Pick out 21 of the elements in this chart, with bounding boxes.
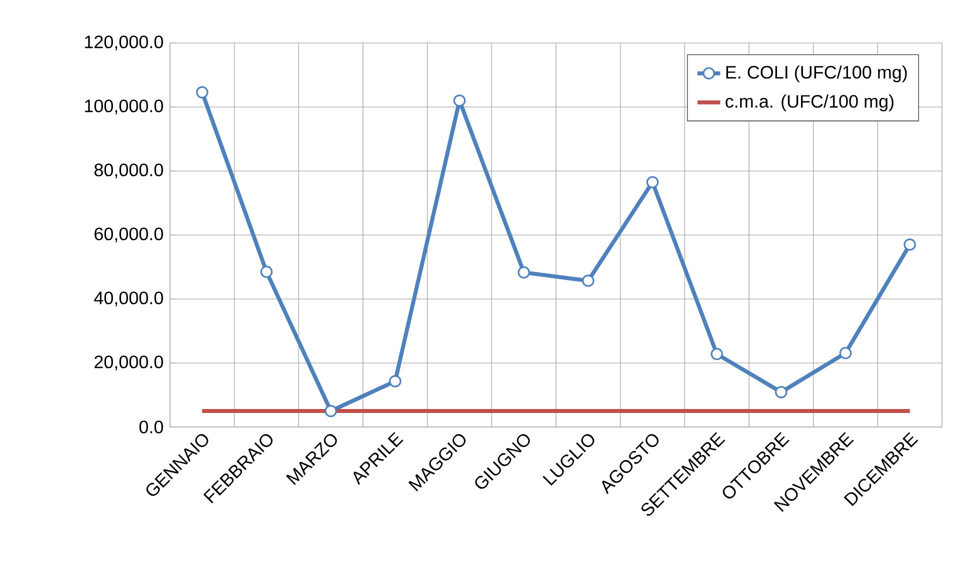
y-tick-label: 20,000.0 <box>94 356 164 370</box>
y-tick-label: 100,000.0 <box>85 100 164 114</box>
point <box>389 375 402 388</box>
point <box>775 386 788 398</box>
point <box>518 266 530 279</box>
y-tick-label: 60,000.0 <box>94 228 164 242</box>
y-tick-label: 40,000.0 <box>94 292 164 306</box>
legend-label: E. COLI (UFC/100 mg) <box>726 65 907 82</box>
legend-label: c.m.a. (UFC/100 mg) <box>726 94 894 112</box>
point <box>710 348 723 360</box>
point <box>904 238 916 251</box>
y-tick-label: 80,000.0 <box>94 164 164 178</box>
point <box>646 176 659 188</box>
point <box>324 404 337 418</box>
y-tick-label: 120,000.0 <box>85 36 164 50</box>
point <box>453 94 466 107</box>
point <box>582 274 594 287</box>
y-tick-label: 0.0 <box>139 420 164 434</box>
point <box>260 266 273 278</box>
point <box>196 86 208 98</box>
point <box>839 346 852 360</box>
